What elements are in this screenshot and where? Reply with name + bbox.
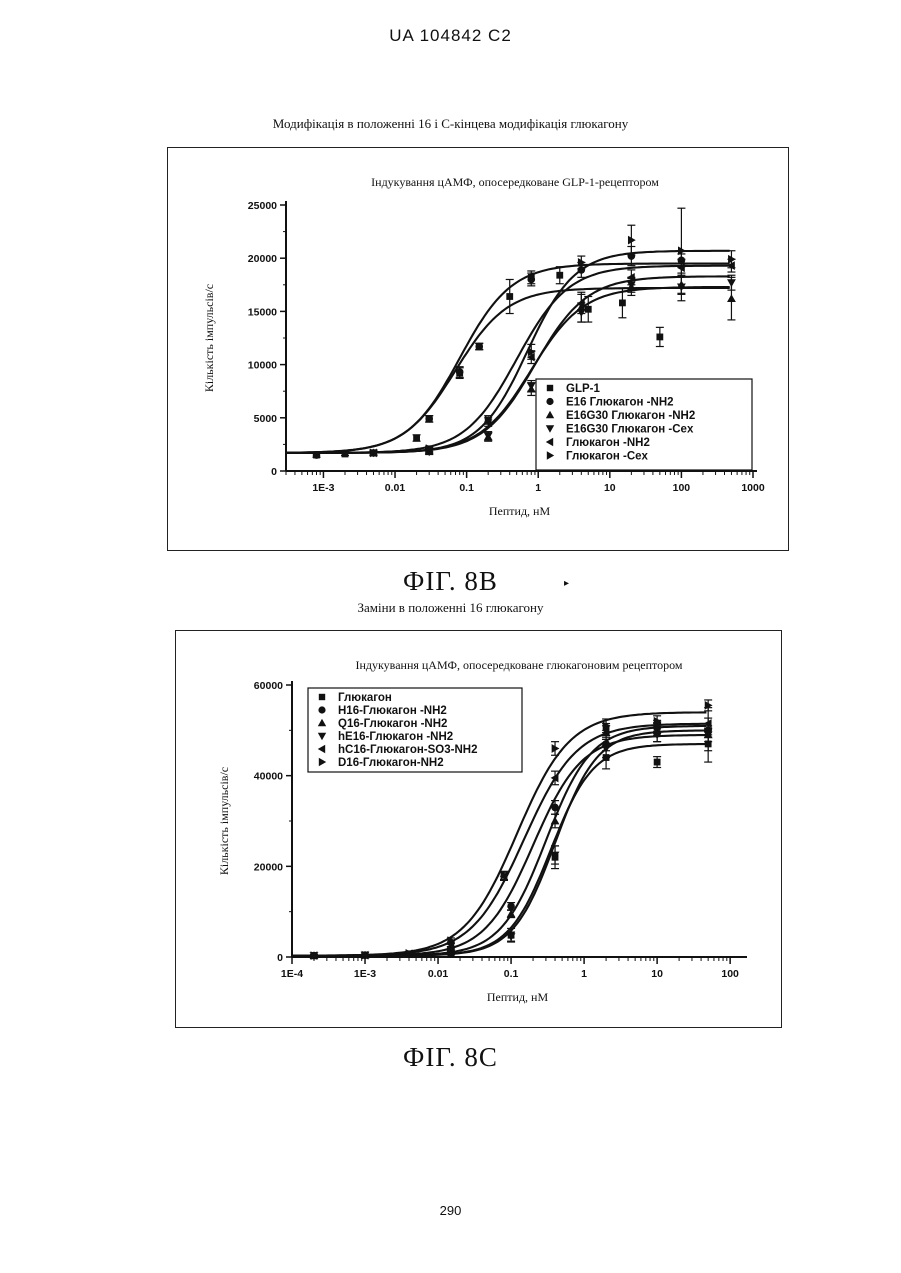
x-tick-label: 1E-3 bbox=[312, 482, 334, 494]
legend-label-1: GLP-1 bbox=[566, 383, 600, 395]
legend-marker-2 bbox=[546, 398, 553, 405]
legend-marker-1 bbox=[547, 385, 553, 391]
data-point-series-4 bbox=[727, 279, 736, 287]
x-tick-label: 1E-4 bbox=[281, 968, 303, 980]
speck-mark: ▸ bbox=[564, 578, 569, 589]
y-tick-label: 15000 bbox=[248, 306, 277, 318]
data-point-series-2 bbox=[551, 804, 559, 812]
x-tick-label: 1 bbox=[535, 482, 541, 494]
y-axis-label: Кількість імпульсів/с bbox=[202, 284, 216, 392]
data-point-series-1 bbox=[656, 334, 663, 341]
data-point-series-2 bbox=[313, 451, 321, 459]
data-point-series-2 bbox=[527, 276, 535, 284]
chart-b-svg: Індукування цАМФ, опосередковане GLP-1-р… bbox=[168, 148, 787, 549]
data-point-series-3 bbox=[727, 294, 736, 302]
x-tick-label: 0.01 bbox=[385, 482, 406, 494]
data-point-series-1 bbox=[342, 451, 349, 458]
data-point-series-2 bbox=[456, 368, 464, 376]
x-tick-label: 1 bbox=[581, 968, 587, 980]
figure-c-caption: Заміни в положенні 16 глюкагону bbox=[0, 600, 901, 616]
data-point-series-1 bbox=[506, 293, 513, 300]
x-tick-label: 10 bbox=[651, 968, 663, 980]
x-tick-label: 10 bbox=[604, 482, 616, 494]
patent-id: UA 104842 C2 bbox=[0, 26, 901, 46]
data-point-series-1 bbox=[619, 299, 626, 306]
figure-b-label: ФІГ. 8В bbox=[0, 566, 901, 597]
x-axis-label: Пептид, нМ bbox=[489, 504, 551, 518]
page-number: 290 bbox=[0, 1203, 901, 1218]
legend-label-4: E16G30 Глюкагон -Cex bbox=[566, 424, 694, 436]
legend-label-5: hC16-Глюкагон-SO3-NH2 bbox=[338, 744, 477, 756]
y-tick-label: 60000 bbox=[254, 680, 283, 692]
legend-label-5: Глюкагон -NH2 bbox=[566, 437, 650, 449]
x-tick-label: 100 bbox=[673, 482, 691, 494]
figure-c-label: ФІГ. 8С bbox=[0, 1042, 901, 1073]
x-tick-label: 1E-3 bbox=[354, 968, 376, 980]
legend-marker-2 bbox=[318, 706, 325, 713]
data-point-series-3 bbox=[551, 817, 560, 825]
chart-title: Індукування цАМФ, опосередковане глюкаго… bbox=[356, 658, 683, 672]
data-point-series-2 bbox=[425, 415, 433, 423]
legend-label-6: Глюкагон -Cex bbox=[566, 451, 649, 463]
data-point-series-2 bbox=[507, 902, 515, 910]
chart-panel-c: Індукування цАМФ, опосередковане глюкаго… bbox=[175, 630, 782, 1028]
data-point-series-1 bbox=[556, 272, 563, 279]
chart-title: Індукування цАМФ, опосередковане GLP-1-р… bbox=[371, 175, 659, 189]
legend-label-2: H16-Глюкагон -NH2 bbox=[338, 705, 447, 717]
legend-label-3: E16G30 Глюкагон -NH2 bbox=[566, 410, 695, 422]
x-tick-label: 1000 bbox=[741, 482, 765, 494]
y-tick-label: 20000 bbox=[254, 861, 283, 873]
x-tick-label: 0.1 bbox=[504, 968, 519, 980]
data-point-series-1 bbox=[413, 435, 420, 442]
data-point-series-1 bbox=[654, 759, 661, 766]
legend-label-1: Глюкагон bbox=[338, 692, 392, 704]
y-tick-label: 0 bbox=[271, 466, 277, 478]
data-point-series-1 bbox=[585, 306, 592, 313]
x-tick-label: 100 bbox=[721, 968, 739, 980]
chart-c-svg: Індукування цАМФ, опосередковане глюкаго… bbox=[176, 631, 780, 1026]
legend-label-2: E16 Глюкагон -NH2 bbox=[566, 397, 674, 409]
x-tick-label: 0.1 bbox=[459, 482, 474, 494]
fit-curve-1 bbox=[292, 744, 706, 956]
legend-marker-1 bbox=[319, 694, 325, 700]
data-point-series-4 bbox=[527, 382, 536, 390]
chart-panel-b: Індукування цАМФ, опосередковане GLP-1-р… bbox=[167, 147, 789, 551]
legend-label-3: Q16-Глюкагон -NH2 bbox=[338, 718, 447, 730]
y-tick-label: 20000 bbox=[248, 253, 277, 265]
data-point-series-2 bbox=[475, 343, 483, 351]
y-tick-label: 10000 bbox=[248, 360, 277, 372]
y-tick-label: 40000 bbox=[254, 771, 283, 783]
y-tick-label: 0 bbox=[277, 952, 283, 964]
y-axis-label: Кількість імпульсів/с bbox=[217, 767, 231, 875]
legend-label-4: hE16-Глюкагон -NH2 bbox=[338, 731, 453, 743]
x-axis-label: Пептид, нМ bbox=[487, 990, 549, 1004]
legend-label-6: D16-Глюкагон-NH2 bbox=[338, 757, 444, 769]
figure-b-caption: Модифікація в положенні 16 і С-кінцева м… bbox=[0, 116, 901, 132]
y-tick-label: 25000 bbox=[248, 200, 277, 212]
y-tick-label: 5000 bbox=[254, 413, 278, 425]
x-tick-label: 0.01 bbox=[428, 968, 449, 980]
